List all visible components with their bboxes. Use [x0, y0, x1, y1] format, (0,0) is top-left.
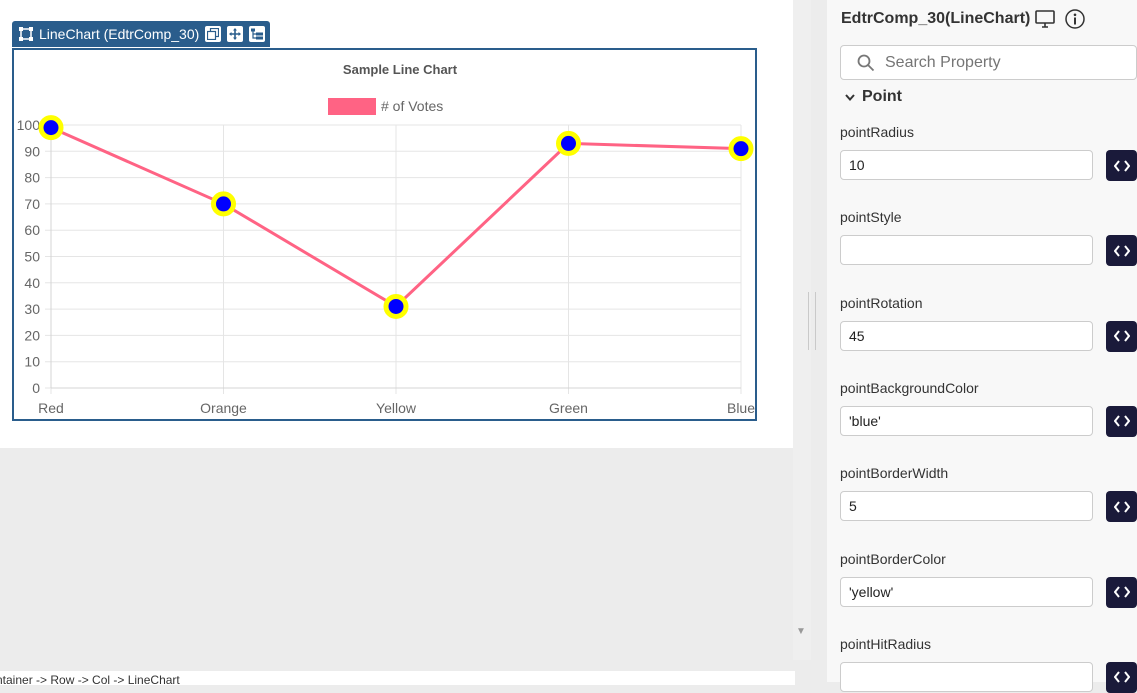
property-label: pointBorderColor: [840, 550, 946, 567]
y-tick-label: 70: [24, 196, 40, 212]
code-editor-button[interactable]: [1106, 576, 1137, 608]
data-point[interactable]: [211, 191, 236, 217]
code-icon: [1113, 330, 1130, 342]
y-tick-label: 80: [24, 170, 40, 186]
y-tick-label: 50: [24, 249, 40, 265]
y-tick-label: 90: [24, 143, 40, 159]
x-tick-label: Green: [549, 400, 588, 416]
x-tick-label: Yellow: [376, 400, 417, 416]
copy-icon: [207, 28, 220, 40]
panel-title: EdtrComp_30(LineChart): [841, 10, 1031, 27]
data-point[interactable]: [38, 115, 64, 141]
code-icon: [1113, 501, 1130, 513]
canvas-scrollbar[interactable]: [793, 0, 811, 660]
property-label: pointBorderWidth: [840, 465, 949, 482]
line-chart: Sample Line Chart # of Votes 0 10 20 30 40 50…: [17, 62, 756, 416]
y-tick-label: 10: [24, 354, 40, 370]
select-frame-icon: [19, 27, 33, 41]
legend-label[interactable]: # of Votes: [381, 98, 443, 114]
section-point-header[interactable]: Point: [844, 88, 902, 106]
property-input[interactable]: [840, 405, 1093, 436]
y-tick-label: 0: [32, 380, 40, 396]
legend-swatch[interactable]: [328, 98, 376, 115]
properties-panel: EdtrComp_30(LineChart) Point pointRadius…: [827, 0, 1137, 693]
y-tick-label: 20: [24, 327, 40, 343]
data-point[interactable]: [383, 293, 409, 319]
x-tick-label: Red: [38, 400, 64, 416]
breadcrumb: ntainer -> Row -> Col -> LineChart: [0, 671, 795, 685]
code-icon: [1113, 586, 1130, 598]
monitor-icon[interactable]: [1034, 9, 1056, 29]
scroll-down-icon[interactable]: ▼: [796, 626, 806, 637]
line-chart-component[interactable]: Sample Line Chart # of Votes 0 10 20 30 40 50…: [12, 48, 757, 421]
canvas-empty-area: [0, 448, 793, 660]
breadcrumb-path[interactable]: ntainer -> Row -> Col -> LineChart: [0, 673, 180, 685]
panel-header: EdtrComp_30(LineChart): [841, 8, 1086, 30]
tree-icon: [251, 28, 264, 40]
code-icon: [1113, 415, 1130, 428]
code-editor-button[interactable]: [1106, 150, 1137, 181]
y-tick-label: 40: [24, 275, 40, 291]
y-tick-label: 100: [17, 117, 41, 133]
search-input[interactable]: [883, 52, 1127, 73]
code-editor-button[interactable]: [1106, 235, 1137, 267]
property-search[interactable]: [840, 45, 1137, 80]
property-input[interactable]: [840, 150, 1093, 180]
code-editor-button[interactable]: [1106, 320, 1137, 352]
search-icon: [857, 54, 875, 71]
move-icon: [229, 28, 242, 40]
code-editor-button[interactable]: [1106, 405, 1137, 437]
property-input[interactable]: [840, 235, 1093, 266]
data-point[interactable]: [556, 130, 581, 156]
property-input[interactable]: [840, 576, 1093, 607]
property-label: pointStyle: [840, 209, 902, 226]
move-button[interactable]: [227, 26, 244, 42]
chevron-down-icon: [845, 94, 855, 102]
property-label: pointRadius: [840, 124, 914, 140]
panel-resize-handle[interactable]: [808, 292, 816, 350]
copy-button[interactable]: [205, 26, 222, 42]
property-input[interactable]: [840, 491, 1093, 522]
y-tick-label: 60: [24, 222, 40, 238]
property-input[interactable]: [840, 320, 1093, 351]
code-icon: [1113, 671, 1130, 683]
chart-title: Sample Line Chart: [343, 62, 458, 77]
x-tick-label: Orange: [200, 400, 247, 416]
info-icon[interactable]: [1064, 8, 1086, 30]
property-label: pointHitRadius: [840, 635, 932, 652]
code-icon: [1113, 245, 1130, 257]
property-label: pointRotation: [840, 294, 923, 311]
property-input[interactable]: [840, 661, 1093, 692]
component-tab-title: LineChart (EdtrComp_30): [39, 26, 200, 42]
component-tab[interactable]: LineChart (EdtrComp_30): [12, 21, 270, 47]
code-editor-button[interactable]: [1106, 491, 1137, 523]
property-label: pointBackgroundColor: [840, 379, 979, 396]
code-editor-button[interactable]: [1106, 661, 1137, 693]
x-tick-label: Blue: [727, 400, 755, 416]
code-icon: [1113, 159, 1130, 172]
y-tick-label: 30: [24, 301, 40, 317]
section-point-label: Point: [862, 88, 902, 105]
tree-button[interactable]: [249, 26, 266, 42]
data-point[interactable]: [728, 136, 754, 162]
